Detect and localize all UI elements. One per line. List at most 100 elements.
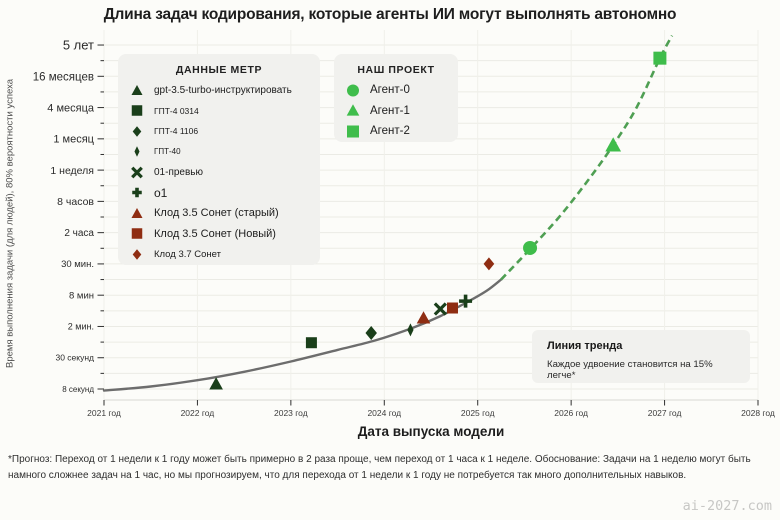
square-marker-icon	[446, 302, 458, 314]
data-point	[407, 323, 414, 337]
data-point	[365, 326, 377, 341]
thin-diamond-marker-icon	[134, 146, 140, 157]
x-tick-label: 2023 год	[274, 408, 308, 418]
y-tick-label: 2 мин.	[68, 322, 94, 332]
thin-diamond-marker-icon	[407, 323, 414, 337]
legend-metr-data: ДАННЫЕ МЕТР gpt-3.5-turbo-инструктироват…	[118, 54, 320, 265]
legend-our-project: НАШ ПРОЕКТ Агент-0 Агент-1 Агент-2	[334, 54, 458, 142]
data-point	[459, 294, 473, 308]
x-marker-icon	[131, 166, 143, 179]
data-point	[433, 302, 447, 316]
legend-item: Агент-2	[334, 121, 458, 142]
y-tick-label: 2 часа	[64, 228, 94, 239]
legend-item: o1	[118, 183, 320, 204]
legend-item-label: o1	[154, 185, 168, 200]
x-tick-label: 2024 год	[367, 408, 401, 418]
x-tick-label: 2027 год	[648, 408, 682, 418]
trend-line-historical	[102, 278, 503, 392]
legend-item: Клод 3.7 Сонет	[118, 244, 320, 265]
legend-item-label: Агент-1	[370, 104, 410, 117]
square-marker-icon	[131, 105, 143, 116]
legend-item-label: 01-превью	[154, 166, 204, 178]
legend-item-label: Агент-0	[370, 84, 410, 97]
triangle-marker-icon	[131, 207, 143, 218]
triangle-marker-icon	[346, 104, 360, 116]
y-tick-label: 30 секунд	[55, 353, 94, 363]
plus-marker-icon	[132, 188, 142, 198]
data-point	[605, 137, 622, 152]
y-tick-label: 1 неделя	[50, 165, 94, 177]
circle-marker-icon	[347, 84, 359, 97]
trend-annotation-box: Линия тренда Каждое удвоение становится …	[532, 330, 750, 383]
legend-item: gpt-3.5-turbo-инструктировать	[118, 80, 320, 101]
legend-item-label: Агент-2	[370, 125, 410, 138]
trend-annotation-text: Каждое удвоение становится на 15% легче*	[547, 359, 713, 381]
x-tick-label: 2028 год	[741, 408, 775, 418]
x-axis-title: Дата выпуска модели	[357, 424, 505, 439]
legend-item: Клод 3.5 Сонет (старый)	[118, 203, 320, 224]
x-tick-label: 2022 год	[181, 408, 215, 418]
diamond-marker-icon	[132, 249, 142, 260]
y-tick-label: 8 мин	[69, 291, 94, 302]
square-marker-icon	[305, 337, 317, 349]
x-tick-label: 2025 год	[461, 408, 495, 418]
legend-item-label: gpt-3.5-turbo-инструктировать	[154, 84, 292, 96]
y-tick-label: 5 лет	[63, 38, 94, 53]
legend-item: ГПТ-40	[118, 142, 320, 163]
triangle-marker-icon	[209, 377, 223, 390]
triangle-marker-icon	[131, 207, 143, 218]
forecast-footnote: *Прогноз: Переход от 1 недели к 1 году м…	[8, 454, 751, 481]
y-tick-label: 16 месяцев	[33, 71, 94, 83]
legend-item-label: ГПТ-4 1106	[154, 126, 199, 137]
diamond-marker-icon	[483, 257, 495, 271]
x-tick-label: 2026 год	[554, 408, 588, 418]
legend-item: ГПТ-4 1106	[118, 121, 320, 142]
y-tick-label: 8 секунд	[62, 385, 94, 394]
legend-item-label: ГПТ-4 0314	[154, 105, 199, 116]
legend-item-label: Клод 3.5 Сонет (Новый)	[154, 227, 276, 240]
triangle-marker-icon	[416, 311, 431, 324]
triangle-marker-icon	[131, 84, 143, 95]
chart-title: Длина задач кодирования, которые агенты …	[103, 6, 677, 23]
legend-item: Клод 3.5 Сонет (Новый)	[118, 224, 320, 245]
legend-item: Агент-0	[334, 80, 458, 101]
square-marker-icon	[347, 125, 359, 138]
diamond-marker-icon	[132, 249, 142, 260]
diamond-marker-icon	[132, 126, 142, 137]
legend-metr-title: ДАННЫЕ МЕТР	[175, 64, 263, 76]
square-marker-icon	[131, 105, 143, 116]
data-point	[305, 337, 317, 349]
y-tick-label: 30 мин.	[61, 259, 94, 270]
plus-marker-icon	[132, 188, 142, 198]
data-point	[416, 311, 431, 324]
x-tick-label: 2021 год	[87, 408, 121, 418]
legend-item-label: Клод 3.5 Сонет (старый)	[154, 207, 279, 220]
triangle-marker-icon	[605, 137, 622, 152]
square-marker-icon	[131, 228, 143, 239]
y-tick-label: 8 часов	[57, 196, 94, 208]
watermark-link: ai-2027.com	[682, 498, 772, 514]
triangle-marker-icon	[346, 104, 360, 116]
triangle-marker-icon	[131, 84, 143, 95]
diamond-marker-icon	[132, 126, 142, 137]
plus-marker-icon	[459, 294, 473, 308]
legend-item-label: Клод 3.7 Сонет	[154, 248, 221, 260]
square-marker-icon	[653, 51, 667, 65]
x-marker-icon	[433, 302, 447, 316]
y-axis-title: Время выполнения задачи (для людей), 80%…	[4, 79, 16, 368]
data-point	[653, 51, 667, 65]
y-tick-label: 1 месяц	[53, 134, 94, 146]
legend-item: 01-превью	[118, 162, 320, 183]
data-point	[209, 377, 223, 390]
data-point	[483, 257, 495, 271]
diamond-marker-icon	[365, 326, 377, 341]
square-marker-icon	[131, 228, 143, 239]
data-point	[446, 302, 458, 314]
legend-item-label: ГПТ-40	[154, 147, 181, 157]
legend-item: ГПТ-4 0314	[118, 101, 320, 122]
legend-item: Агент-1	[334, 101, 458, 122]
y-tick-label: 4 месяца	[47, 102, 95, 114]
data-point	[523, 240, 538, 255]
circle-marker-icon	[523, 240, 538, 255]
